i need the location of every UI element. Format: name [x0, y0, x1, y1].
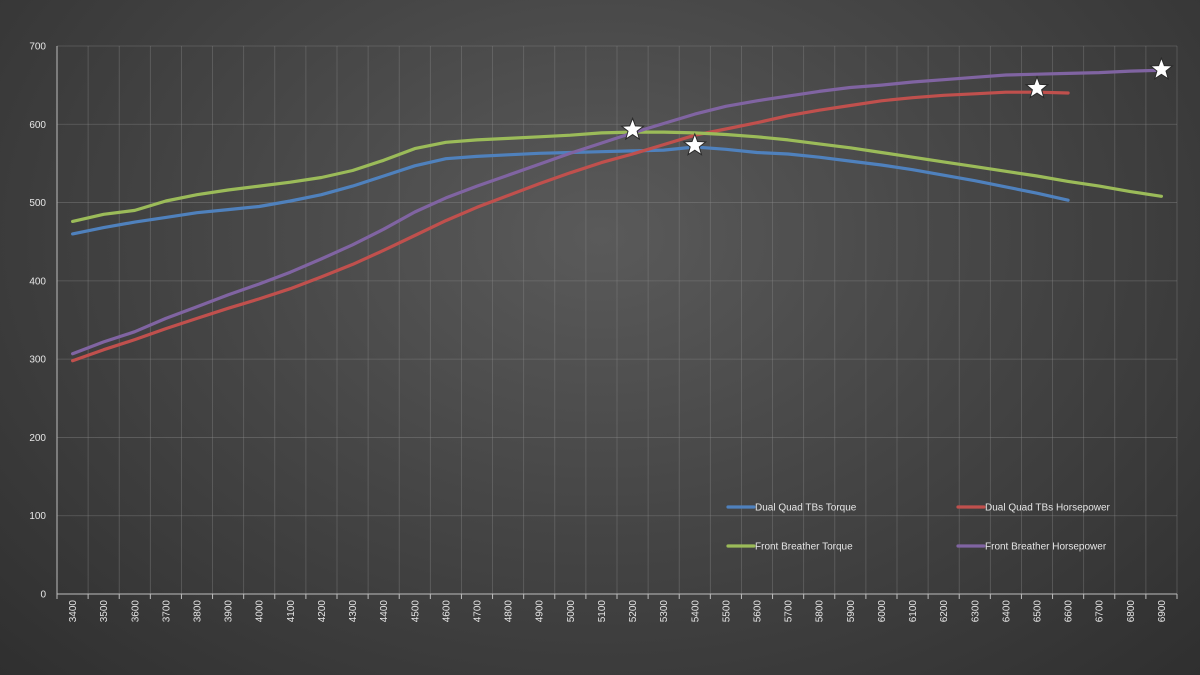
x-tick-label: 3900 [224, 600, 235, 623]
y-tick-label: 700 [29, 42, 46, 53]
x-tick-label: 6500 [1033, 600, 1044, 623]
axes [56, 46, 1178, 599]
x-tick-label: 3600 [130, 600, 141, 623]
x-gridlines [87, 46, 1178, 594]
star-marker [1024, 75, 1050, 99]
y-tick-label: 300 [29, 355, 46, 366]
y-tick-label: 600 [29, 120, 46, 131]
star-marker [620, 116, 645, 141]
x-tick-label: 4300 [348, 600, 359, 623]
y-tick-label: 0 [40, 590, 46, 601]
x-tick-label: 5900 [846, 600, 857, 623]
x-tick-label: 5700 [784, 600, 795, 623]
x-tick-label: 4500 [410, 600, 421, 623]
x-tick-label: 3800 [193, 600, 204, 623]
star-marker [1149, 56, 1174, 80]
x-tick-label: 4900 [535, 600, 546, 623]
legend-label: Dual Quad TBs Horsepower [985, 503, 1111, 514]
x-tick-label: 4000 [255, 600, 266, 623]
y-tick-label: 400 [29, 276, 46, 287]
x-tick-label: 3400 [68, 600, 79, 623]
x-tick-label: 4700 [473, 600, 484, 623]
legend-label: Front Breather Torque [755, 542, 853, 553]
series-line-front-breather-horsepower [71, 68, 1163, 356]
x-tick-label: 6900 [1157, 600, 1168, 623]
legend-label: Front Breather Horsepower [985, 542, 1107, 553]
x-tick-label: 5800 [815, 600, 826, 623]
x-tick-label: 4800 [504, 600, 515, 623]
x-tick-labels: 3400 3500 3600 3700 3800 3900 4000 4100 4200 4300… [68, 600, 1168, 623]
series-line-front-breather-torque [71, 130, 1163, 223]
x-tick-label: 6000 [877, 600, 888, 623]
x-tick-label: 4200 [317, 600, 328, 623]
series-lines [71, 68, 1163, 363]
x-tick-label: 6800 [1126, 600, 1137, 623]
x-tick-label: 5500 [721, 600, 732, 623]
x-tick-label: 6300 [970, 600, 981, 623]
y-tick-label: 500 [29, 198, 46, 209]
x-tick-label: 3500 [99, 600, 110, 623]
x-tick-label: 5100 [597, 600, 608, 623]
x-tick-label: 4100 [286, 600, 297, 623]
x-tick-label: 5300 [659, 600, 670, 623]
y-tick-labels: 0 100 200 300 400 500 600 700 [29, 42, 46, 601]
y-gridlines [57, 45, 1177, 517]
x-tick-label: 5000 [566, 600, 577, 623]
legend-label: Dual Quad TBs Torque [755, 503, 857, 514]
legend: Dual Quad TBs Torque Dual Quad TBs Horsep… [726, 503, 1111, 553]
x-tick-label: 3700 [161, 600, 172, 623]
star-marker [682, 132, 708, 156]
star-markers [620, 56, 1174, 156]
x-tick-label: 6600 [1064, 600, 1075, 623]
series-line-dual-quad-tbs-horsepower [71, 90, 1070, 363]
y-tick-label: 200 [29, 433, 46, 444]
y-tick-label: 100 [29, 511, 46, 522]
x-tick-label: 6100 [908, 600, 919, 623]
x-tick-label: 5600 [753, 600, 764, 623]
x-tick-label: 6200 [939, 600, 950, 623]
x-tick-label: 5200 [628, 600, 639, 623]
x-tick-label: 6400 [1001, 600, 1012, 623]
x-tick-label: 6700 [1095, 600, 1106, 623]
x-tick-label: 4400 [379, 600, 390, 623]
x-tick-label: 4600 [441, 600, 452, 623]
x-tick-label: 5400 [690, 600, 701, 623]
